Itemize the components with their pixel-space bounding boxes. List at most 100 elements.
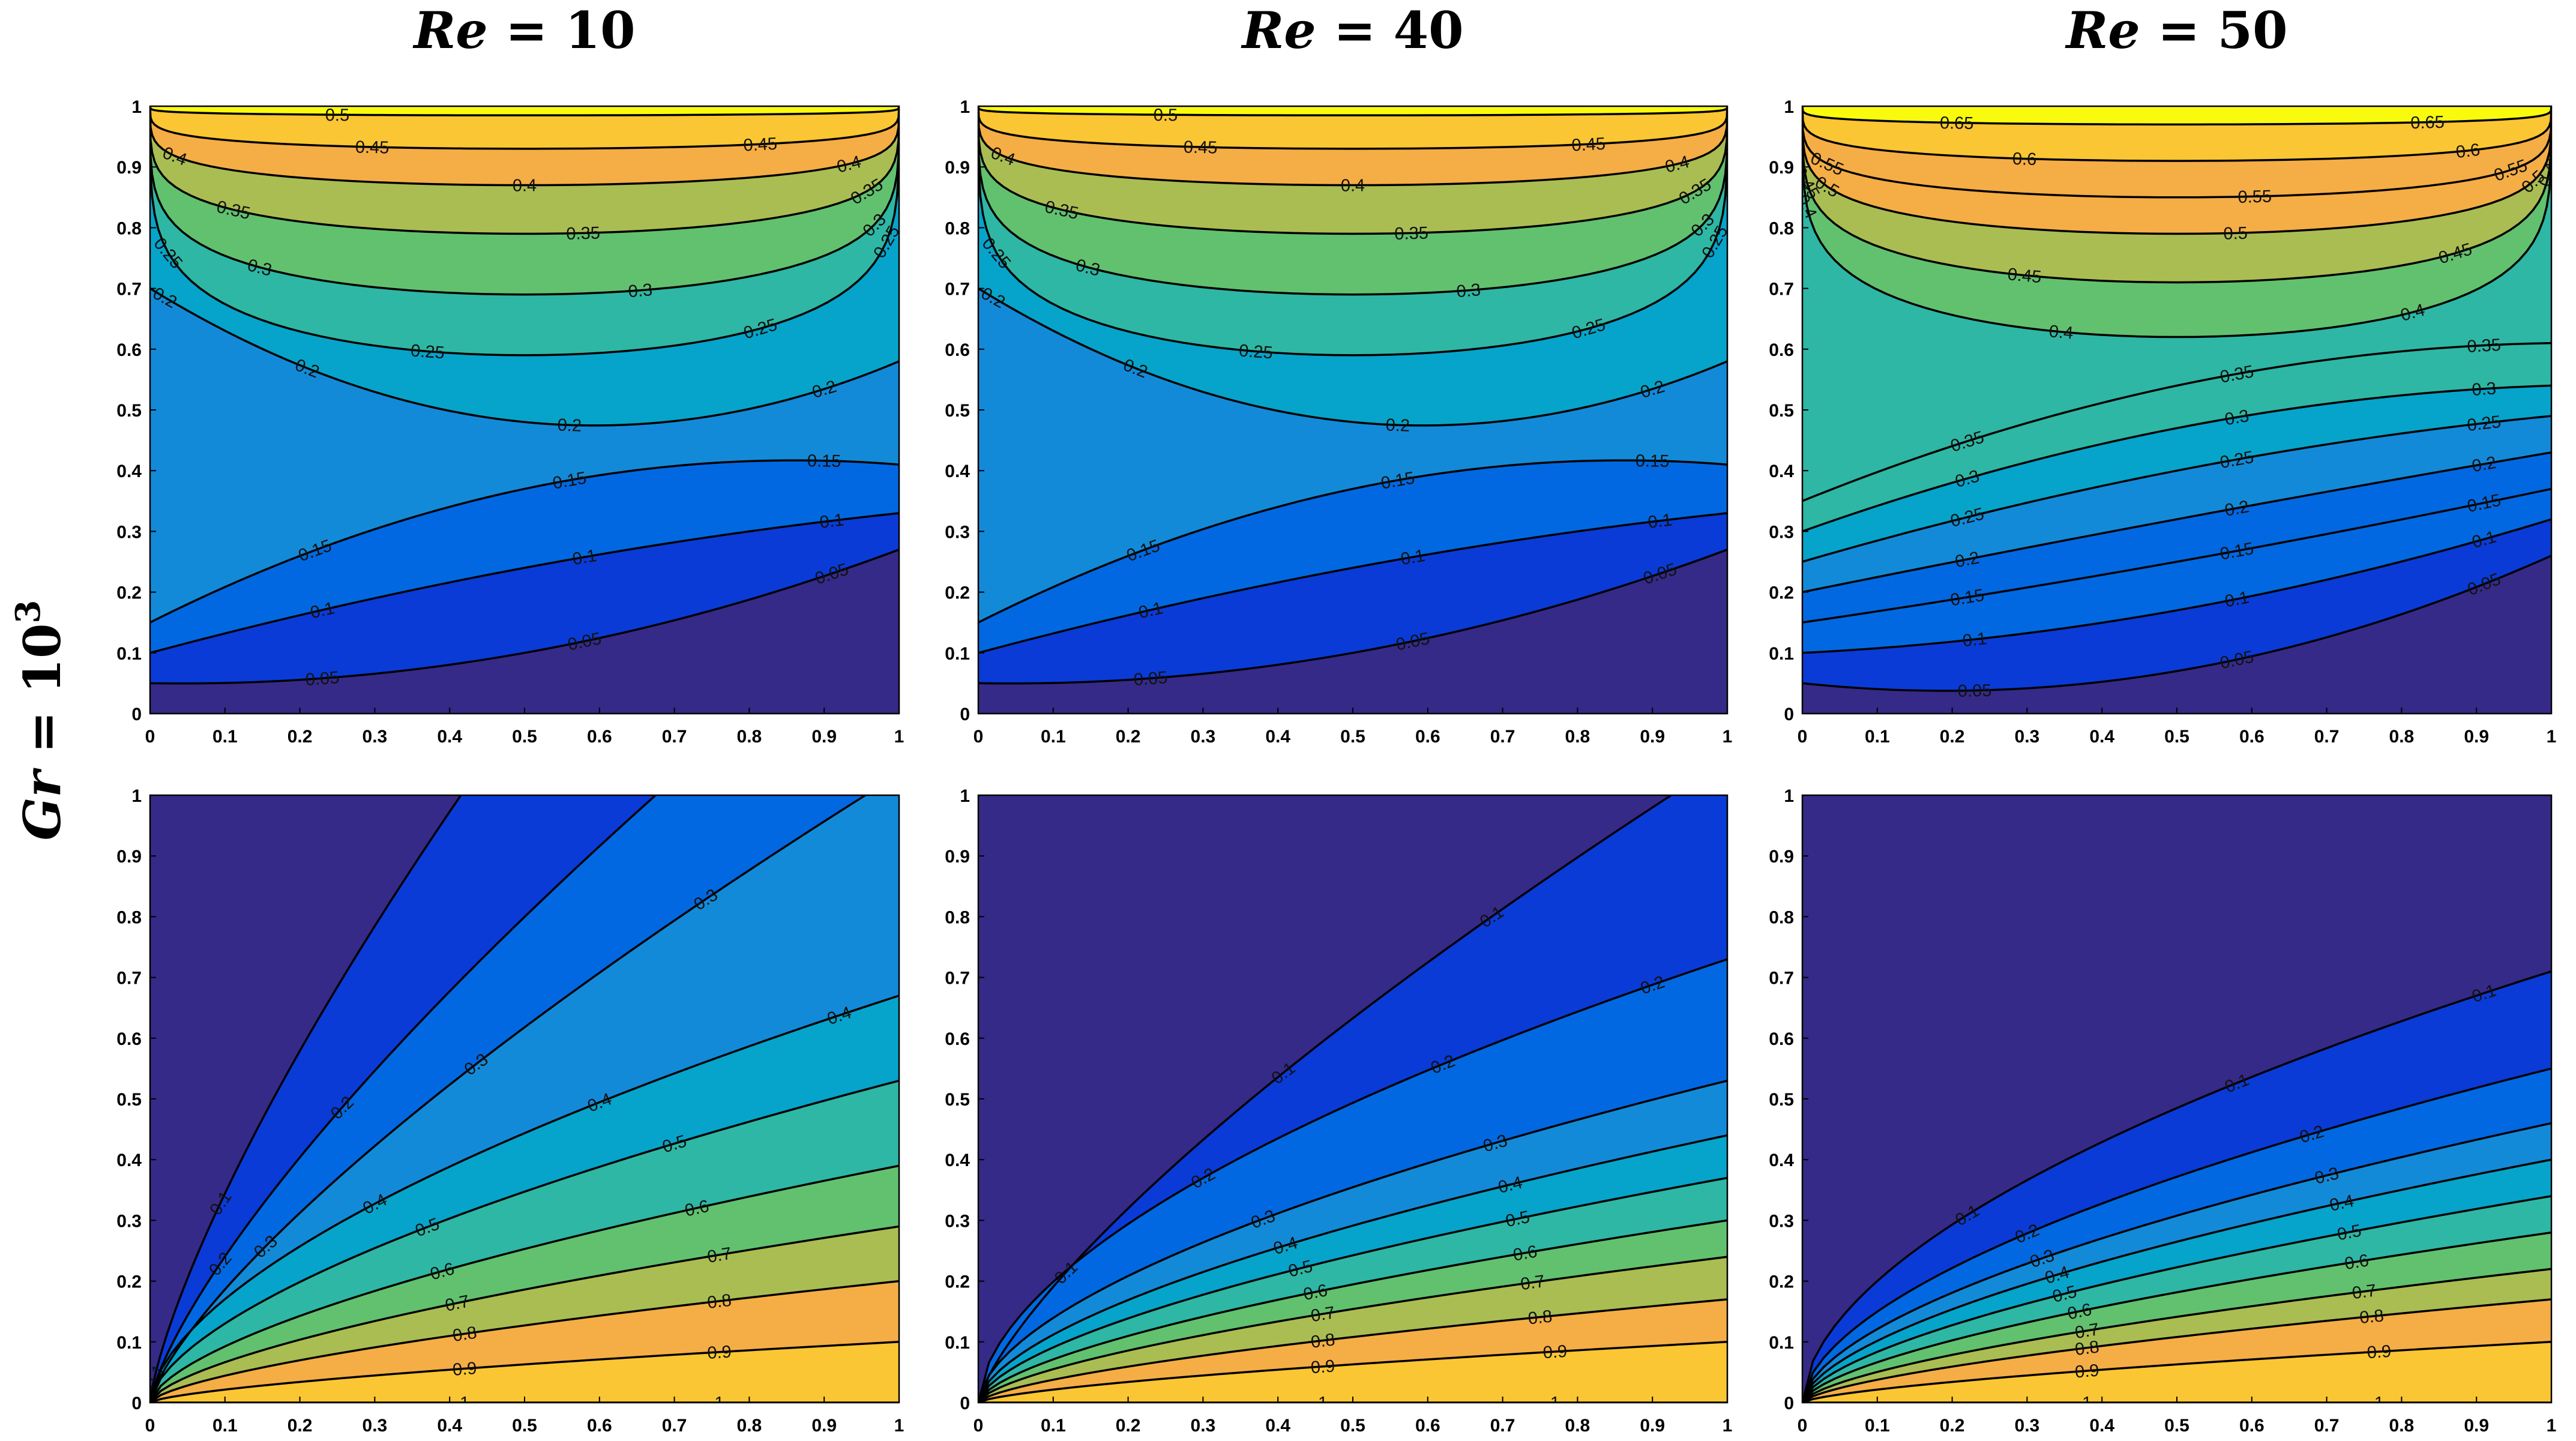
y-tick-label: 1 <box>1784 97 1794 117</box>
contour-label: 1 <box>2374 1394 2384 1413</box>
contour-line <box>978 106 1727 356</box>
y-tick-label: 0.1 <box>1769 644 1794 664</box>
contour-label: 0.9 <box>2074 1361 2100 1382</box>
contour-label: 0.1 <box>819 510 845 532</box>
contour-line <box>1802 106 2551 199</box>
y-tick-label: 0.3 <box>945 522 970 542</box>
x-tick-label: 0.6 <box>1415 1416 1440 1436</box>
contour-line <box>150 106 899 187</box>
contour-line <box>150 106 899 116</box>
y-tick-label: 0.5 <box>945 401 970 421</box>
y-tick-label: 0.7 <box>116 969 142 988</box>
contour-label: 0.7 <box>1519 1272 1545 1294</box>
band-fill <box>978 106 1727 116</box>
y-tick-label: 0.5 <box>1769 1090 1794 1110</box>
x-tick-label: 0.7 <box>2314 727 2340 747</box>
y-tick-label: 0.8 <box>1769 218 1794 238</box>
row-title: Gr = 103 <box>8 600 72 841</box>
contour-line <box>1802 341 2551 502</box>
contour-line <box>150 795 657 1403</box>
x-tick-label: 0.9 <box>2464 1416 2489 1436</box>
y-tick-label: 0 <box>131 705 142 724</box>
contour-field: 0.10.10.20.20.30.30.30.40.40.40.50.50.60… <box>150 795 899 1403</box>
contour-label: 0.5 <box>1504 1208 1532 1232</box>
contour-label: 0.1 <box>1961 629 1988 651</box>
x-tick-label: 0 <box>974 727 984 747</box>
x-tick-label: 0.5 <box>512 1416 537 1436</box>
contour-line <box>150 1225 899 1403</box>
contour-label: 0.45 <box>355 137 390 157</box>
contour-label: 0.45 <box>1184 137 1218 157</box>
contour-line <box>150 1164 899 1403</box>
y-tick-label: 0.2 <box>1769 583 1794 603</box>
x-tick-label: 0.1 <box>1041 1416 1066 1436</box>
y-tick-label: 0.2 <box>116 583 142 603</box>
x-tick-label: 0.2 <box>1940 1416 1965 1436</box>
contour-line <box>150 287 899 427</box>
y-tick-label: 0.8 <box>1769 907 1794 927</box>
contour-line <box>150 994 899 1403</box>
x-tick-label: 0.7 <box>2314 1416 2340 1436</box>
y-tick-label: 0.1 <box>116 644 142 664</box>
band-fill <box>978 106 1727 149</box>
x-tick-label: 0.4 <box>437 727 462 747</box>
contour-label: 0.4 <box>1341 176 1365 196</box>
panel-top-0: 0.050.050.050.10.10.10.150.150.150.20.20… <box>116 97 904 747</box>
y-tick-label: 0.9 <box>945 158 970 178</box>
x-tick-label: 0.9 <box>1640 727 1665 747</box>
y-tick-label: 0.6 <box>945 1029 970 1049</box>
x-tick-label: 1 <box>2547 727 2557 747</box>
contour-line <box>1802 1231 2551 1403</box>
x-tick-label: 0.2 <box>287 1416 313 1436</box>
x-tick-label: 1 <box>894 1416 904 1436</box>
y-tick-label: 0.1 <box>945 644 970 664</box>
contour-label: 0.9 <box>1310 1356 1335 1377</box>
contour-label: 0.7 <box>2351 1281 2377 1303</box>
contour-line <box>1802 1195 2551 1403</box>
y-tick-label: 0.2 <box>945 583 970 603</box>
contour-line <box>150 106 899 356</box>
x-tick-label: 0.1 <box>212 727 238 747</box>
x-tick-label: 0.1 <box>1865 1416 1890 1436</box>
contour-label: 0.7 <box>2074 1320 2101 1343</box>
contour-label: 0.65 <box>1940 113 1974 133</box>
y-tick-label: 0.9 <box>116 158 142 178</box>
y-tick-label: 1 <box>960 97 970 117</box>
y-tick-label: 0.7 <box>1769 969 1794 988</box>
x-tick-label: 0.8 <box>737 1416 762 1436</box>
contour-line <box>150 459 899 624</box>
panel-top-1: 0.050.050.050.10.10.10.150.150.150.20.20… <box>945 97 1732 747</box>
x-tick-label: 0.2 <box>1940 727 1965 747</box>
x-tick-label: 1 <box>2547 1416 2557 1436</box>
y-tick-label: 0.9 <box>1769 158 1794 178</box>
x-tick-label: 0.9 <box>1640 1416 1665 1436</box>
contour-label: 0.7 <box>706 1244 733 1267</box>
contour-label: 0.4 <box>2048 322 2074 343</box>
contour-line <box>1802 555 2551 692</box>
contour-line <box>1802 1268 2551 1403</box>
y-tick-label: 0.5 <box>116 1090 142 1110</box>
x-tick-label: 0 <box>974 1416 984 1436</box>
contour-line <box>978 106 1727 116</box>
x-tick-label: 0.3 <box>363 1416 388 1436</box>
y-tick-label: 0.6 <box>116 340 142 360</box>
y-tick-label: 0.8 <box>116 907 142 927</box>
contour-line <box>978 512 1727 654</box>
x-tick-label: 0.5 <box>2164 727 2189 747</box>
panel-top-2: 0.050.050.050.10.10.10.150.150.150.20.20… <box>1769 97 2557 747</box>
contour-label: 0.6 <box>2343 1251 2370 1274</box>
contour-line <box>978 106 1727 150</box>
contour-field: 0.050.050.050.10.10.10.150.150.150.20.20… <box>978 106 1727 714</box>
x-tick-label: 0.5 <box>512 727 537 747</box>
contour-label: 1 <box>1550 1394 1560 1413</box>
contour-label: 0.65 <box>2410 113 2445 133</box>
contour-line <box>1802 1067 2551 1403</box>
x-tick-label: 0.3 <box>2015 727 2040 747</box>
contour-field: 0.050.050.050.10.10.10.150.150.150.20.20… <box>150 106 899 714</box>
x-tick-label: 0.6 <box>2239 727 2265 747</box>
contour-line <box>1802 106 2551 126</box>
contour-label: 0.35 <box>1394 224 1428 244</box>
contour-line <box>1802 106 2551 284</box>
x-tick-label: 0.4 <box>1265 1416 1290 1436</box>
